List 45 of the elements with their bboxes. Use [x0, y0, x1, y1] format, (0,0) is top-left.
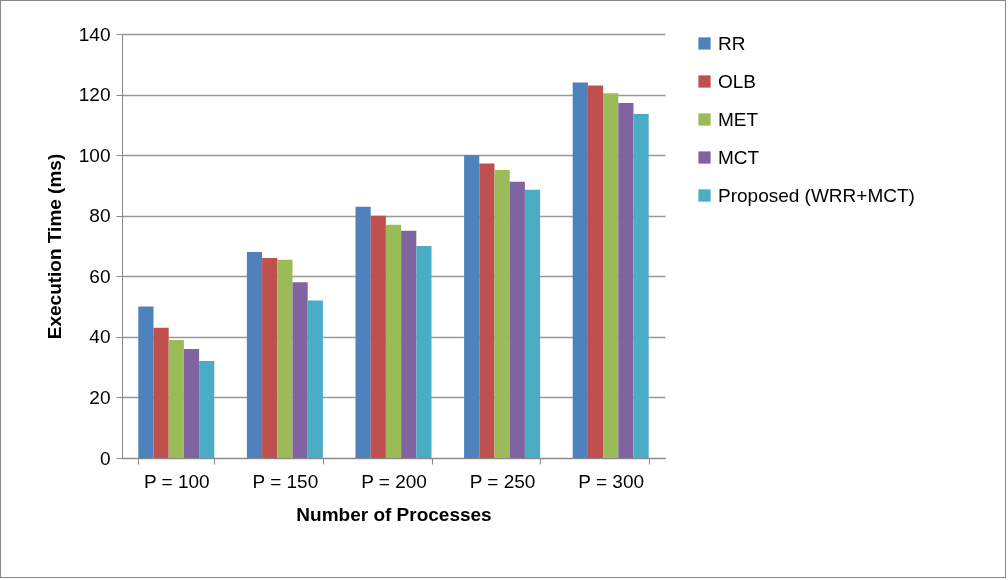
y-tick-label: 0: [99, 447, 111, 469]
legend-label: MET: [718, 108, 759, 130]
bar: [355, 206, 371, 458]
y-tick-label: 140: [78, 23, 111, 45]
bar: [587, 85, 604, 458]
y-tick-label: 120: [78, 84, 111, 106]
bar: [524, 189, 541, 458]
bar: [246, 252, 263, 458]
bar: [370, 215, 386, 458]
bar: [572, 82, 588, 458]
bar: [401, 230, 417, 458]
legend-label: OLB: [718, 70, 757, 92]
y-tick-label: 100: [78, 144, 111, 166]
bar: [509, 181, 525, 458]
bar: [307, 300, 323, 458]
bar: [464, 155, 480, 458]
x-axis-title: Number of Processes: [296, 503, 492, 525]
bar: [633, 113, 649, 458]
y-tick-label: 60: [89, 265, 111, 287]
bar: [385, 224, 402, 458]
y-axis-title: Execution Time (ms): [43, 153, 65, 340]
bar: [168, 339, 184, 458]
bar: [153, 327, 169, 458]
bar: [262, 258, 278, 458]
y-tick-label: 40: [89, 326, 111, 348]
x-tick-label: P = 300: [578, 470, 645, 492]
legend-label: MCT: [718, 146, 760, 168]
bar: [603, 93, 619, 458]
bar: [292, 282, 308, 458]
x-tick-label: P = 150: [252, 470, 319, 492]
bar: [183, 348, 200, 458]
x-tick-label: P = 200: [361, 470, 427, 492]
y-tick-label: 80: [89, 205, 111, 227]
bar: [138, 306, 154, 458]
x-tick-label: P = 250: [469, 470, 536, 492]
legend-label: Proposed (WRR+MCT): [718, 184, 915, 206]
bar: [199, 361, 215, 458]
bar: [618, 103, 634, 458]
bar: [494, 169, 510, 458]
bar: [416, 246, 432, 458]
bar: [479, 163, 495, 458]
bar: [277, 259, 293, 458]
legend-label: RR: [718, 32, 746, 54]
y-tick-label: 20: [89, 386, 111, 408]
x-tick-label: P = 100: [143, 470, 210, 492]
